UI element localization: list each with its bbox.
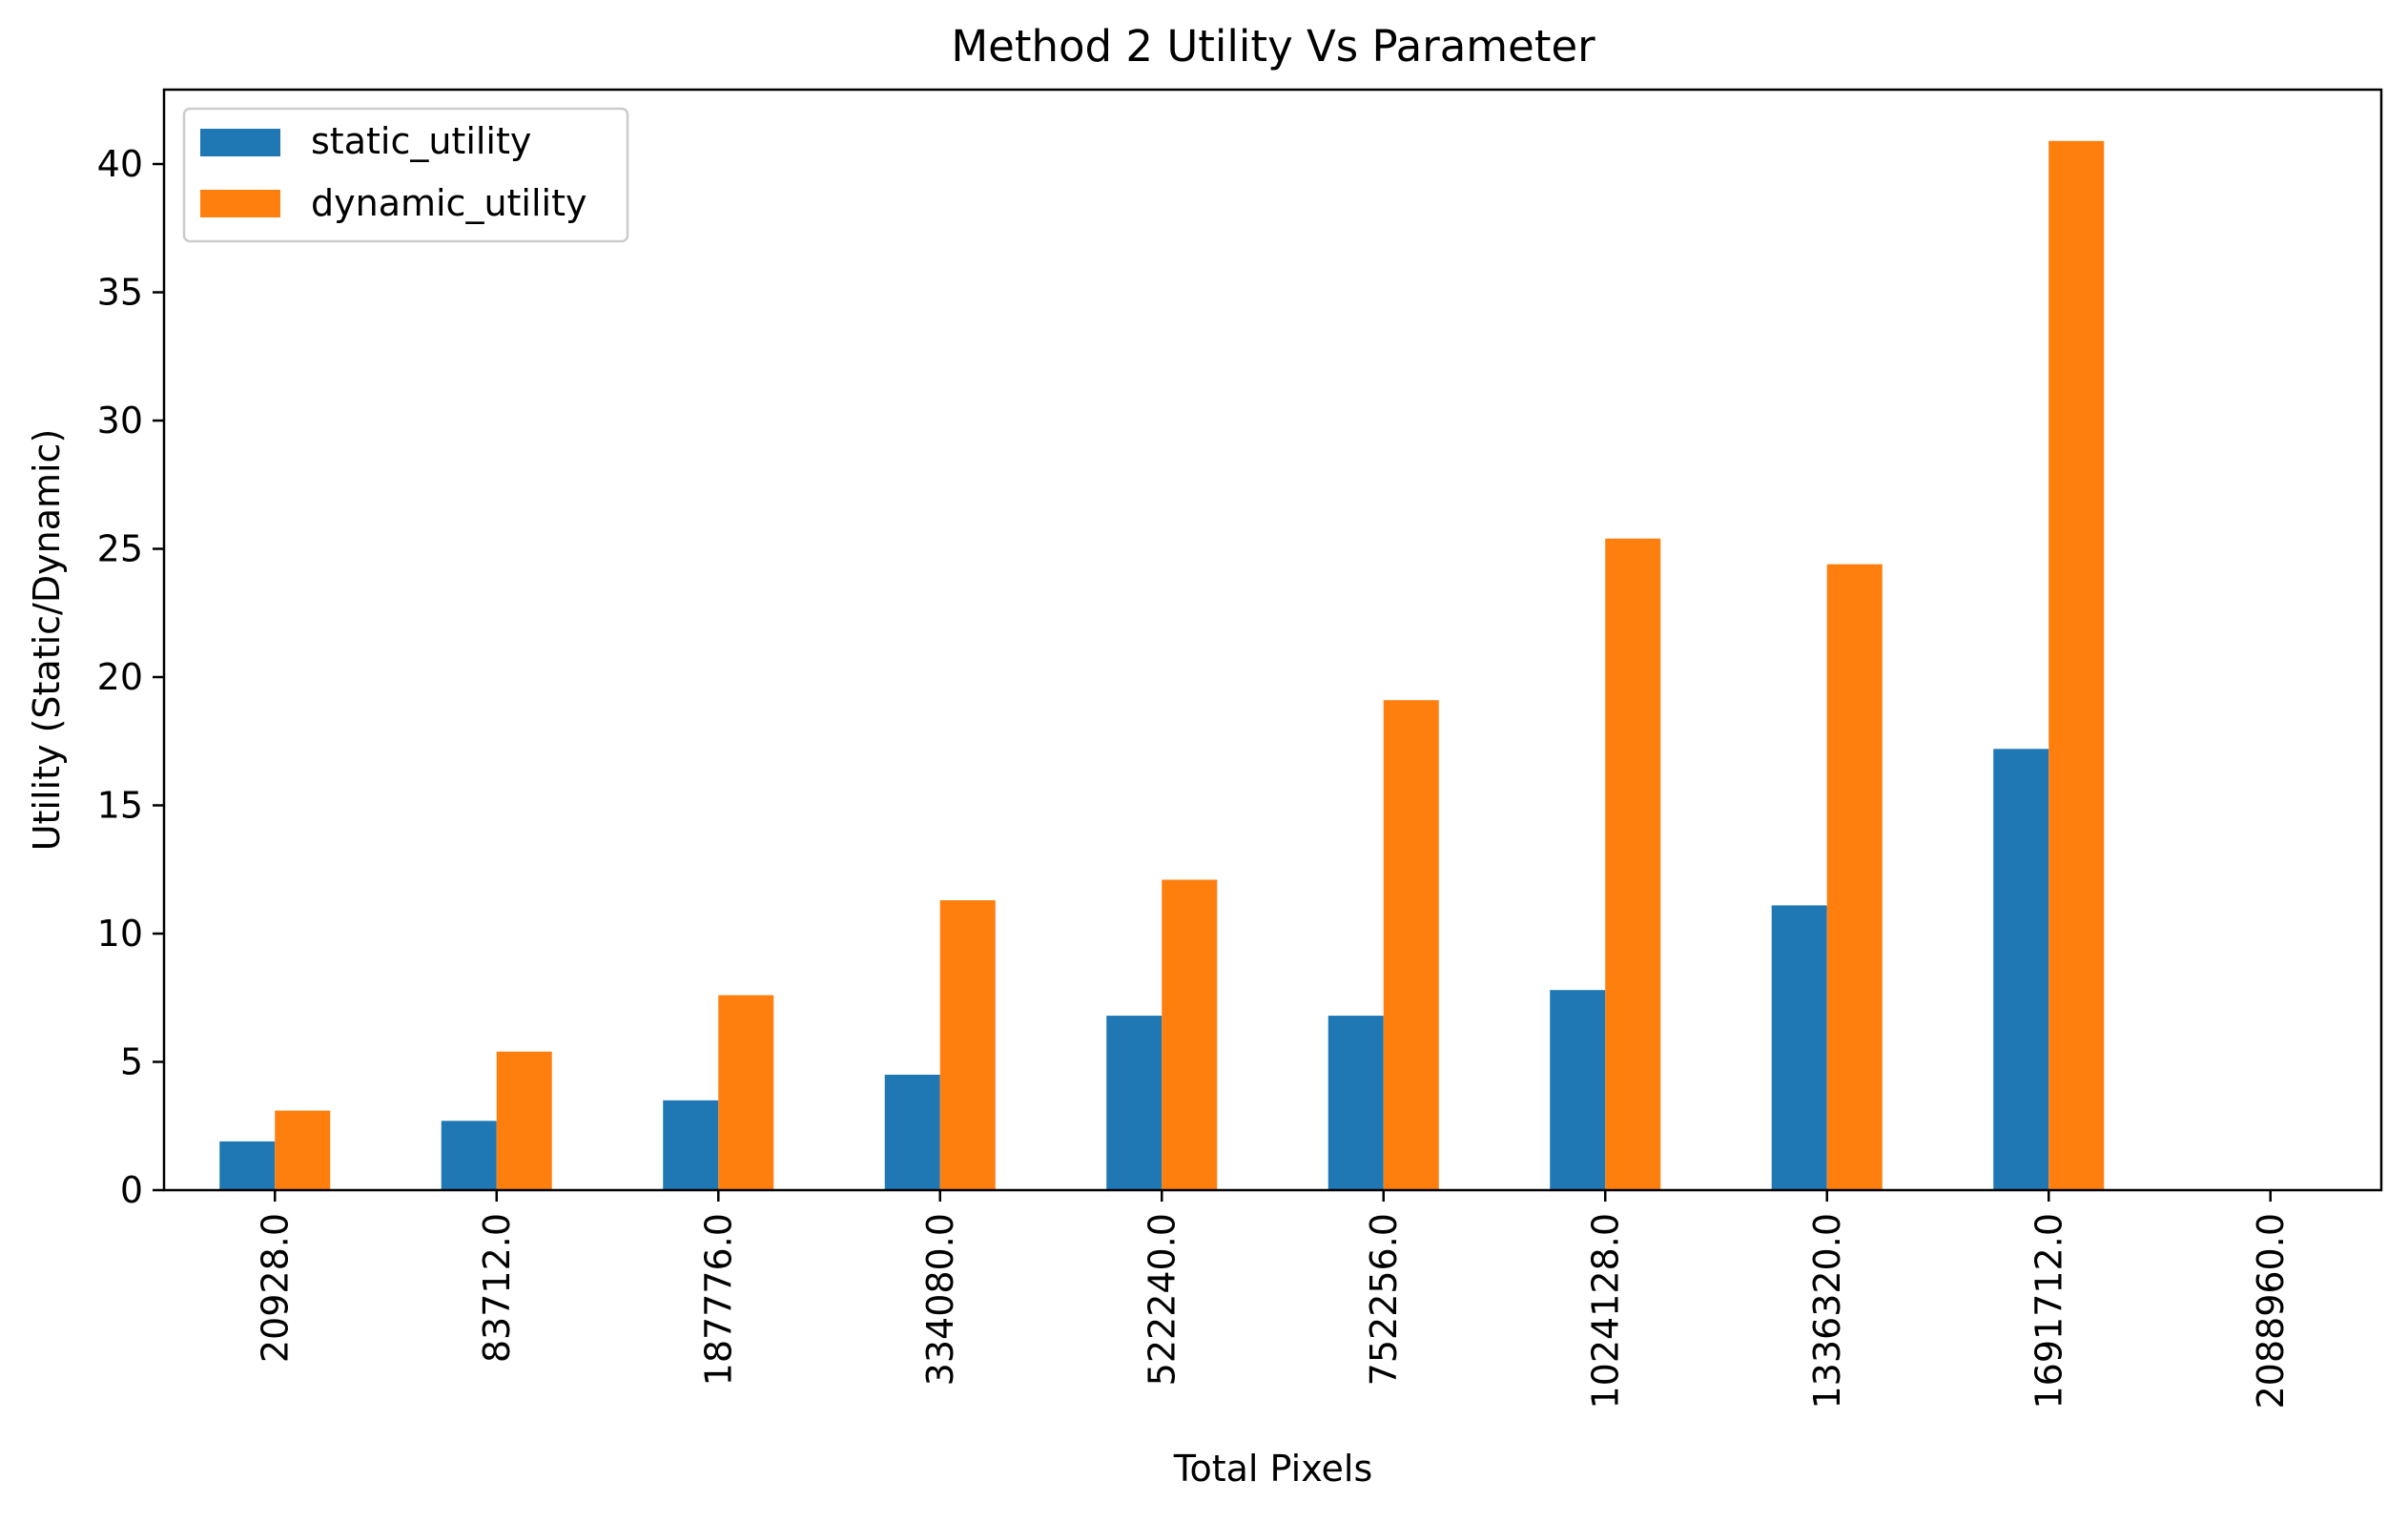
bars-group xyxy=(219,140,2105,1190)
bar-static-4 xyxy=(1106,1016,1163,1190)
y-axis-label: Utility (Static/Dynamic) xyxy=(26,429,68,852)
y-axis-ticks: 0 5 10 15 20 25 30 35 40 xyxy=(97,143,164,1211)
bar-dynamic-2 xyxy=(718,995,774,1190)
x-tick-label-4: 522240.0 xyxy=(1141,1213,1183,1386)
y-tick-label-8: 40 xyxy=(97,143,143,185)
bar-static-6 xyxy=(1550,990,1606,1190)
bar-dynamic-6 xyxy=(1605,538,1661,1190)
bar-static-5 xyxy=(1327,1016,1384,1190)
bar-dynamic-4 xyxy=(1162,879,1218,1190)
x-tick-label-0: 20928.0 xyxy=(254,1213,296,1363)
y-tick-label-4: 20 xyxy=(97,656,143,698)
x-tick-label-6: 1024128.0 xyxy=(1584,1213,1626,1409)
bar-static-3 xyxy=(884,1074,940,1190)
legend-swatch-static xyxy=(200,129,280,156)
y-tick-label-7: 35 xyxy=(97,272,143,314)
y-tick-label-3: 15 xyxy=(97,785,143,827)
bar-static-1 xyxy=(441,1121,497,1190)
x-tick-label-3: 334080.0 xyxy=(919,1213,961,1386)
x-tick-label-5: 752256.0 xyxy=(1363,1213,1405,1386)
bar-dynamic-8 xyxy=(2048,140,2105,1190)
legend-label-static: static_utility xyxy=(311,120,531,162)
x-axis-label: Total Pixels xyxy=(1173,1448,1373,1490)
bar-dynamic-3 xyxy=(939,900,996,1190)
x-tick-label-2: 187776.0 xyxy=(697,1213,739,1386)
plot-frame xyxy=(162,88,2383,1192)
y-tick-label-0: 0 xyxy=(120,1169,143,1211)
legend: static_utility dynamic_utility xyxy=(182,107,629,243)
y-tick-label-1: 5 xyxy=(120,1041,143,1083)
bar-static-0 xyxy=(219,1141,276,1190)
x-axis-ticks: 20928.0 83712.0 187776.0 334080.0 522240.0 75… xyxy=(254,1190,2292,1409)
bar-dynamic-0 xyxy=(275,1110,331,1190)
y-tick-label-6: 30 xyxy=(97,400,143,442)
legend-frame xyxy=(182,107,629,243)
x-tick-label-8: 1691712.0 xyxy=(2027,1213,2069,1409)
x-tick-label-7: 1336320.0 xyxy=(1806,1213,1848,1409)
legend-swatch-dynamic xyxy=(200,190,280,217)
bar-dynamic-5 xyxy=(1383,700,1439,1190)
x-tick-label-9: 2088960.0 xyxy=(2250,1213,2292,1409)
bar-dynamic-7 xyxy=(1826,564,1883,1190)
bar-static-2 xyxy=(663,1100,719,1190)
bar-static-7 xyxy=(1771,905,1827,1190)
legend-label-dynamic: dynamic_utility xyxy=(311,182,587,224)
x-tick-label-1: 83712.0 xyxy=(476,1213,518,1363)
chart-title: Method 2 Utility Vs Parameter xyxy=(951,21,1595,72)
bar-static-8 xyxy=(1993,749,2049,1190)
y-tick-label-5: 25 xyxy=(97,528,143,570)
y-tick-label-2: 10 xyxy=(97,913,143,955)
bar-dynamic-1 xyxy=(496,1051,552,1190)
